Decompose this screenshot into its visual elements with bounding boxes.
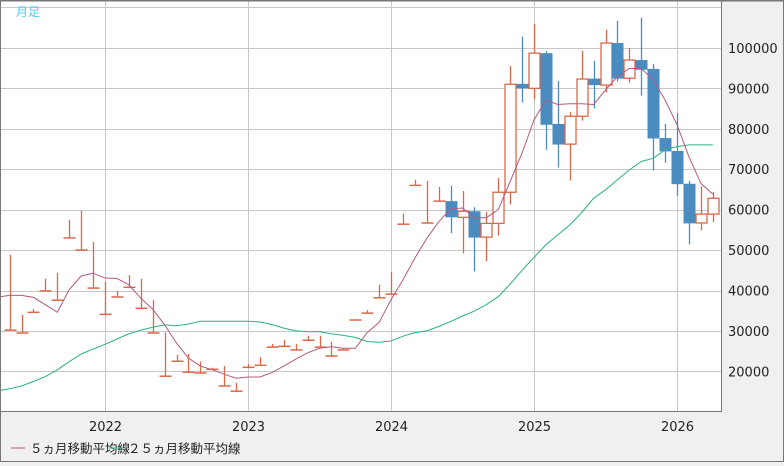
candle xyxy=(552,81,565,168)
candle xyxy=(385,271,398,295)
candle xyxy=(349,319,362,321)
candle-body xyxy=(504,83,517,193)
y-tick-label: 20000 xyxy=(728,365,769,380)
candle xyxy=(611,20,624,82)
candle-body xyxy=(600,42,613,86)
candle xyxy=(135,278,148,310)
candle xyxy=(480,212,493,262)
candle-body xyxy=(576,78,589,117)
candle xyxy=(325,341,338,357)
candle xyxy=(409,179,422,187)
candle-body xyxy=(671,151,684,185)
legend-ma25-label: ２５ヵ月移動平均線 xyxy=(128,441,241,456)
candle xyxy=(623,47,636,83)
candle xyxy=(75,210,88,251)
y-tick-label: 50000 xyxy=(728,244,769,259)
candle-body xyxy=(468,211,481,238)
y-tick-label: 70000 xyxy=(728,163,769,178)
candle-body xyxy=(647,68,660,139)
y-tick-label: 80000 xyxy=(728,123,769,138)
candle xyxy=(635,17,648,96)
y-tick-label: 30000 xyxy=(728,325,769,340)
candle-body xyxy=(552,123,565,145)
candle xyxy=(230,382,243,392)
candle-body xyxy=(659,138,672,152)
legend-ma5-label: ５ヵ月移動平均線 xyxy=(30,441,131,456)
y-tick-label: 40000 xyxy=(728,285,769,300)
grid-lines xyxy=(1,1,721,411)
candle xyxy=(51,272,64,301)
candle xyxy=(421,180,434,224)
x-tick-label: 2025 xyxy=(518,420,551,435)
candle xyxy=(39,278,52,292)
candle xyxy=(337,348,350,351)
x-tick-label: 2026 xyxy=(661,420,694,435)
y-axis-labels: 20000 30000 40000 50000 60000 70000 80000 90000… xyxy=(728,42,778,380)
candle xyxy=(63,219,76,239)
candle xyxy=(218,366,231,387)
candle xyxy=(27,309,40,314)
candle xyxy=(111,290,124,298)
candle-body xyxy=(492,191,505,225)
candle xyxy=(278,339,291,348)
candle xyxy=(695,186,708,231)
ma25-line xyxy=(0,144,713,391)
x-tick-label: 2023 xyxy=(232,420,265,435)
candle xyxy=(159,332,172,377)
candle-body xyxy=(480,222,493,238)
candle xyxy=(504,66,517,205)
candle xyxy=(588,60,601,109)
candle xyxy=(433,186,446,202)
candle xyxy=(683,180,696,245)
candle xyxy=(242,364,255,369)
candle xyxy=(314,335,327,348)
candle xyxy=(99,282,112,316)
candle xyxy=(302,335,315,341)
candle-body xyxy=(516,83,529,89)
candle xyxy=(659,123,672,163)
candle xyxy=(171,354,184,363)
candle xyxy=(516,36,529,103)
candle xyxy=(528,24,541,100)
candle-body xyxy=(528,52,541,89)
y-tick-label: 100000 xyxy=(728,42,778,57)
candle-body xyxy=(588,78,601,86)
candle xyxy=(707,191,720,223)
candles xyxy=(4,17,720,392)
candle-body xyxy=(635,60,648,70)
candle-body xyxy=(564,115,577,145)
candle xyxy=(194,361,207,374)
candle-body xyxy=(540,53,553,125)
candle-body xyxy=(611,43,624,79)
candle xyxy=(254,357,267,367)
candle-body xyxy=(707,197,720,215)
x-tick-label: 2022 xyxy=(89,420,122,435)
candle xyxy=(564,112,577,181)
x-axis-labels: 2022 2023 2024 2025 2026 xyxy=(89,420,694,435)
candle-body xyxy=(623,59,636,79)
candle xyxy=(16,314,29,334)
x-tick-label: 2024 xyxy=(375,420,408,435)
candle xyxy=(576,50,589,121)
candle xyxy=(361,309,374,314)
candle xyxy=(182,353,195,373)
candle-body xyxy=(683,183,696,224)
candle xyxy=(492,178,505,236)
y-tick-label: 60000 xyxy=(728,204,769,219)
y-tick-label: 90000 xyxy=(728,82,769,97)
candle xyxy=(290,343,303,351)
candle xyxy=(4,254,17,331)
candle xyxy=(397,213,410,225)
ma5-line xyxy=(0,68,714,379)
legend: ５ヵ月移動平均線 ２５ヵ月移動平均線 xyxy=(11,441,241,456)
candle xyxy=(373,284,386,299)
chart-title: 月足 xyxy=(16,5,40,19)
candle xyxy=(266,343,279,348)
candle-body xyxy=(695,213,708,224)
candle xyxy=(87,241,100,289)
